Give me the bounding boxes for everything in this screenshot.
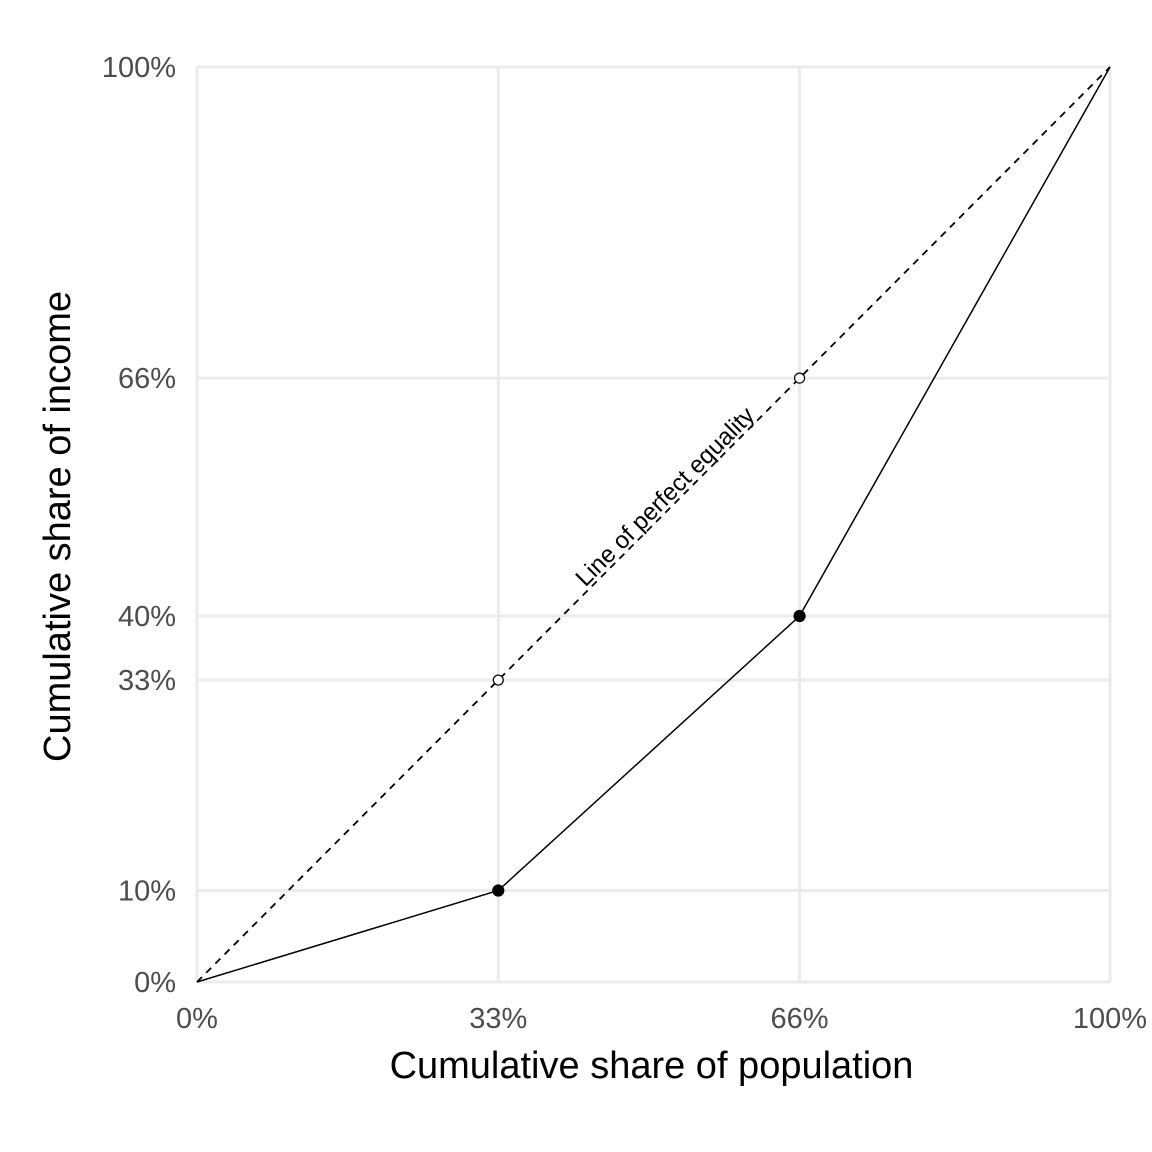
lorenz-point (793, 609, 806, 623)
x-tick-label: 66% (771, 1003, 829, 1035)
y-tick-label: 66% (118, 363, 176, 395)
grid (195, 65, 1112, 984)
equality-line (196, 66, 1111, 983)
x-tick-label: 33% (469, 1003, 527, 1035)
equality-point (793, 372, 806, 384)
x-tick-label: 100% (1073, 1003, 1147, 1035)
y-tick-label: 100% (102, 52, 176, 84)
y-tick-label: 33% (118, 665, 176, 697)
y-tick-label: 0% (134, 967, 176, 999)
y-axis-title: Cumulative share of income (37, 291, 79, 762)
tick-labels: 0% 33% 66% 100% 0% 10% 33% 40% 66% 100% (102, 52, 1147, 1035)
series (196, 66, 1111, 983)
x-axis-title: Cumulative share of population (390, 1045, 914, 1087)
lorenz-curve-line (196, 66, 1111, 983)
y-tick-label: 10% (118, 876, 176, 908)
y-tick-label: 40% (118, 601, 176, 633)
x-tick-label: 0% (176, 1003, 218, 1035)
annotation-line-of-perfect-equality: Line of perfect equality (570, 402, 760, 592)
lorenz-point (492, 884, 505, 897)
equality-point (492, 674, 504, 686)
